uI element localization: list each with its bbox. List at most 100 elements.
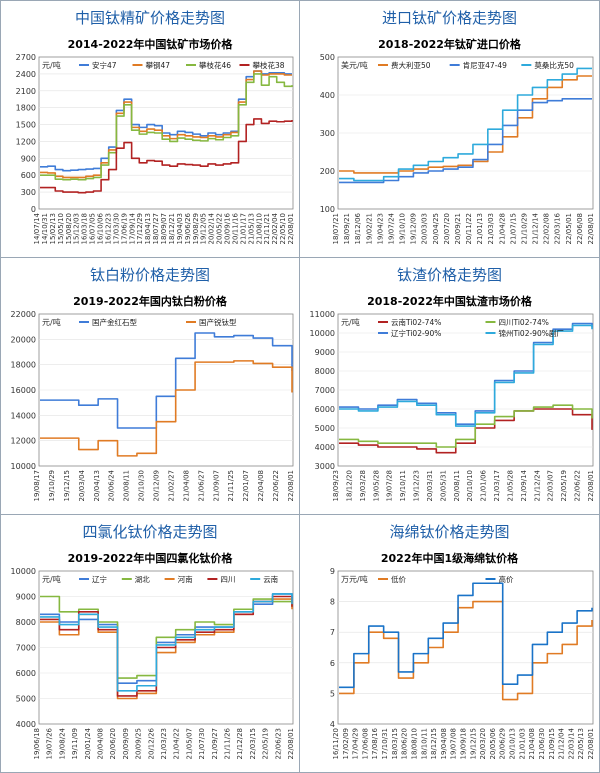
legend-label: 安宁47	[92, 60, 117, 70]
x-tick-label: 21/01/06	[480, 469, 488, 501]
legend-label: 锦州Ti02-90%剧厂	[499, 328, 565, 338]
y-tick-label: 500	[320, 53, 335, 62]
x-tick-label: 22/02/04	[271, 212, 279, 244]
y-tick-label: 100	[320, 205, 335, 214]
y-tick-label: 200	[320, 167, 335, 176]
x-tick-label: 19/12/15	[63, 470, 71, 501]
x-tick-label: 21/09/15	[548, 728, 556, 759]
x-tick-label: 20/03/20	[479, 728, 487, 759]
line-chart: 2019-2022年中国四氯化钛价格 4000 5000 6000 7000 8000 90…	[11, 551, 295, 759]
x-tick-label: 16/03/18	[81, 213, 89, 244]
x-tick-label: 18/07/21	[332, 213, 340, 244]
x-tick-label: 21/06/27	[197, 470, 205, 501]
x-tick-label: 22/03/16	[554, 212, 562, 244]
x-tick-label: 20/05/22	[216, 213, 224, 244]
x-tick-label: 20/06/24	[108, 469, 116, 501]
line-chart: 2014-2022年中国钛矿市场价格 0 300 600 900 1200 1500 1800…	[16, 37, 295, 244]
x-tick-label: 21/11/25	[227, 470, 235, 501]
chart-title: 2022年中国1级海绵钛价格	[381, 551, 519, 565]
x-tick-label: 22/03/15	[249, 728, 257, 759]
y-tick-label: 10000	[310, 329, 335, 338]
x-tick-label: 20/03/31	[426, 470, 434, 501]
x-tick-label: 19/07/28	[386, 470, 394, 501]
y-tick-label: 900	[21, 154, 36, 163]
series-line	[339, 582, 593, 689]
legend-label: 国产金红石型	[92, 317, 137, 327]
x-tick-label: 17/08/16	[371, 727, 379, 759]
x-tick-label: 22/06/22	[574, 470, 582, 501]
x-tick-label: 21/02/27	[167, 470, 175, 501]
x-tick-label: 22/06/23	[274, 728, 282, 759]
y-tick-label: 11000	[310, 310, 335, 319]
legend-label: 攀钢47	[146, 60, 171, 70]
x-tick-label: 19/04/08	[440, 728, 448, 759]
y-tick-label: 16000	[11, 386, 36, 395]
x-tick-label: 18/12/06	[354, 212, 362, 244]
line-chart: 2022年中国1级海绵钛价格 4 5 6 7 8 9 万元/吨 16/11/20 17/02/09…	[330, 551, 595, 759]
y-tick-label: 22000	[11, 310, 36, 319]
panel-heading: 海绵钛价格走势图	[389, 523, 510, 541]
x-tick-label: 19/07/08	[450, 728, 458, 759]
x-tick-label: 20/10/13	[509, 728, 517, 759]
x-tick-label: 16/12/23	[104, 213, 112, 244]
x-tick-label: 21/08/10	[255, 213, 263, 244]
chart-panel: 四氯化钛价格走势图 2019-2022年中国四氯化钛价格 4000 5000 6000 7…	[0, 514, 300, 773]
x-tick-label: 15/05/10	[57, 213, 65, 244]
x-tick-label: 15/08/20	[65, 213, 73, 244]
series-line	[40, 598, 293, 700]
x-tick-label: 21/12/28	[236, 728, 244, 759]
x-tick-label: 16/07/05	[89, 213, 97, 244]
x-tick-label: 20/10/30	[138, 470, 146, 501]
x-tick-label: 19/10/11	[399, 470, 407, 501]
y-tick-label: 8000	[315, 367, 335, 376]
x-tick-label: 20/05/31	[439, 470, 447, 501]
y-tick-label: 400	[320, 91, 335, 100]
y-tick-label: 4000	[315, 443, 335, 452]
x-tick-label: 22/08/01	[287, 470, 295, 501]
series-line	[339, 408, 593, 454]
y-axis-label: 元/吨	[42, 574, 61, 584]
x-tick-label: 20/04/13	[93, 470, 101, 501]
x-tick-label: 19/08/24	[58, 727, 66, 759]
x-tick-label: 20/07/20	[443, 213, 451, 244]
x-tick-label: 19/10/29	[48, 470, 56, 501]
x-tick-label: 22/04/08	[257, 470, 265, 501]
x-tick-label: 22/08/01	[287, 728, 295, 759]
x-tick-label: 17/04/29	[352, 728, 360, 759]
chart-title: 2019-2022年国内钛白粉价格	[73, 294, 228, 308]
y-tick-label: 9	[330, 567, 335, 576]
legend-label: 肯尼亚47-49	[463, 60, 508, 70]
y-tick-label: 6000	[315, 405, 335, 414]
y-tick-label: 20000	[11, 335, 36, 344]
legend-label: 四川Ti02-74%	[499, 318, 549, 327]
x-tick-label: 14/10/31	[41, 213, 49, 244]
x-tick-label: 21/09/27	[211, 728, 219, 759]
x-tick-label: 19/08/29	[192, 213, 200, 244]
x-tick-label: 19/12/05	[200, 213, 208, 244]
x-tick-label: 22/05/01	[565, 213, 573, 244]
chart-title: 2019-2022年中国四氯化钛价格	[68, 551, 234, 565]
x-tick-label: 20/05/06	[489, 727, 497, 759]
x-tick-label: 20/08/11	[123, 470, 131, 501]
x-tick-label: 20/03/04	[78, 469, 86, 501]
x-tick-label: 18/10/11	[420, 728, 428, 759]
y-tick-label: 5000	[16, 695, 36, 704]
y-axis-label: 万元/吨	[341, 574, 368, 584]
x-tick-label: 19/09/18	[460, 728, 468, 759]
chart-panel: 海绵钛价格走势图 2022年中国1级海绵钛价格 4 5 6 7 8 9 万元/吨 16/11/20…	[299, 514, 600, 773]
x-tick-label: 18/12/15	[430, 728, 438, 759]
x-tick-label: 19/03/28	[359, 470, 367, 501]
chart-title: 2018-2022年中国钛渣市场价格	[367, 294, 533, 308]
x-tick-label: 20/02/14	[208, 212, 216, 244]
x-tick-label: 19/12/15	[469, 728, 477, 759]
y-axis-label: 元/吨	[42, 60, 61, 70]
x-tick-label: 14/07/14	[33, 212, 41, 244]
x-tick-label: 21/12/04	[558, 727, 566, 759]
x-tick-label: 18/06/20	[401, 728, 409, 759]
x-tick-label: 19/02/21	[365, 213, 373, 244]
chart-panel: 进口钛矿价格走势图 2018-2022年钛矿进口价格 100 200 300 400 500…	[299, 0, 600, 258]
x-tick-label: 22/05/10	[279, 213, 287, 244]
x-tick-label: 20/04/25	[432, 213, 440, 244]
x-tick-label: 19/12/09	[410, 213, 418, 244]
